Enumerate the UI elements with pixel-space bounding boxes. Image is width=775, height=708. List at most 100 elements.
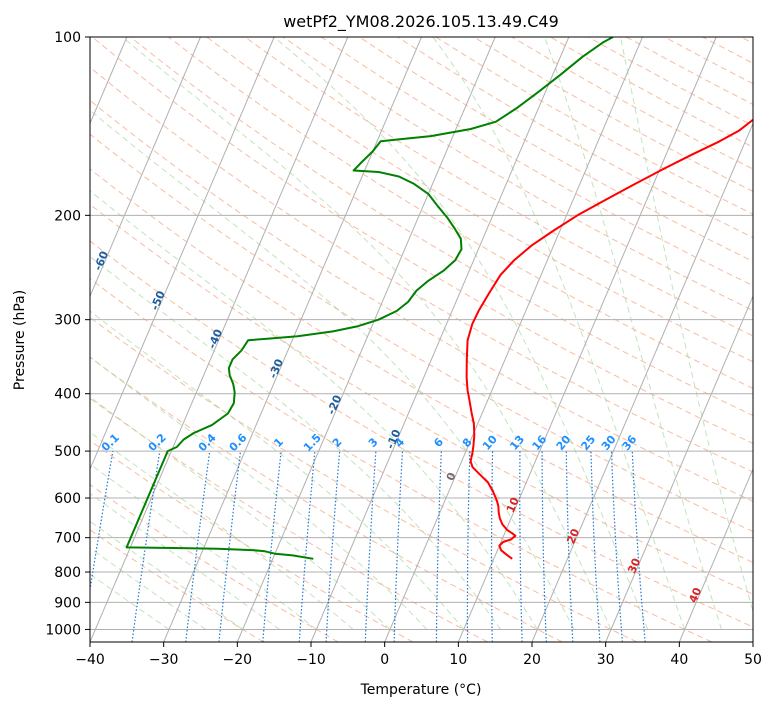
mixing-ratio-line — [466, 451, 471, 642]
mixing-ratio-line — [185, 451, 211, 642]
mixing-ratio-line — [435, 451, 442, 642]
isotherm-line — [384, 37, 643, 642]
x-tick-label: −40 — [75, 652, 105, 668]
isotherm-line — [678, 467, 753, 642]
moist-adiabat-line — [432, 37, 686, 630]
moist-adiabat-line — [90, 463, 317, 630]
moist-adiabat-line — [90, 310, 465, 630]
dry-adiabat-line — [91, 37, 753, 445]
mixing-ratio-line — [298, 451, 316, 642]
dry-adiabat-line — [90, 483, 339, 642]
dry-adiabat-line — [90, 99, 753, 502]
isotherm-line — [163, 37, 422, 642]
moist-adiabat-line — [620, 37, 753, 613]
dry-adiabat-line — [90, 397, 488, 642]
dry-adiabat-line — [664, 37, 753, 85]
mixing-ratio-label: 1 — [271, 435, 286, 450]
mixing-ratio-label: 20 — [554, 433, 574, 453]
dry-adiabat-line — [90, 356, 563, 642]
isotherm-pos-label: 20 — [564, 526, 582, 545]
mixing-ratio-line — [631, 451, 646, 642]
dry-adiabat-line — [90, 316, 638, 642]
x-tick-label: −10 — [296, 652, 326, 668]
y-tick-label: 200 — [54, 208, 81, 224]
moist-adiabat-line — [121, 37, 612, 630]
mixing-ratio-label: 25 — [578, 433, 598, 453]
isotherm-line — [752, 640, 753, 642]
dry-adiabat-line — [90, 278, 712, 642]
isotherm-pos-label: 10 — [504, 495, 522, 514]
x-axis-label: Temperature (°C) — [360, 682, 482, 698]
isotherm-line — [90, 37, 349, 642]
x-tick-label: 50 — [744, 652, 762, 668]
moist-adiabat-line — [90, 492, 280, 630]
mixing-ratio-line — [325, 451, 341, 642]
dry-adiabat-line — [206, 37, 753, 363]
dry-adiabat-line — [740, 37, 753, 44]
isotherm-line — [605, 295, 753, 642]
dry-adiabat-line — [130, 37, 753, 417]
y-tick-label: 1000 — [45, 622, 81, 638]
profile-series — [125, 37, 753, 560]
y-tick-label: 700 — [54, 531, 81, 547]
mixing-ratio-line — [364, 451, 377, 642]
y-tick-label: 900 — [54, 595, 81, 611]
dry-adiabat-line — [702, 37, 753, 64]
dry-adiabat-line — [511, 37, 753, 170]
x-tick-label: 0 — [380, 652, 389, 668]
moist-adiabat-line — [90, 547, 207, 630]
isotherm-line — [90, 37, 201, 298]
y-axis-ticks: 1000 900 800 700 600 500 400 300 200 100 — [45, 30, 90, 638]
temperature-profile-line — [465, 118, 753, 560]
isotherm-line — [90, 37, 275, 471]
x-tick-label: 20 — [523, 652, 541, 668]
dry-adiabat-line — [90, 240, 753, 628]
mixing-ratio-line — [541, 451, 547, 642]
mixing-ratio-line — [218, 451, 242, 642]
dry-adiabat-line — [90, 529, 264, 642]
y-tick-label: 100 — [54, 30, 81, 46]
mixing-ratio-line — [262, 451, 282, 642]
dry-adiabat-line — [90, 203, 753, 595]
isotherm-neg-label: -80 — [0, 157, 3, 181]
x-tick-label: −20 — [223, 652, 253, 668]
isotherm-pos-label: 40 — [686, 585, 704, 604]
line-annotations: 0.1 0.2 0.4 0.6 1 1.5 2 3 4 6 8 10 13 16 20 25 30 36-10-2… — [0, 157, 704, 605]
y-axis-label: Pressure (hPa) — [12, 290, 28, 390]
moist-adiabat-line — [90, 255, 501, 630]
y-tick-label: 400 — [54, 387, 81, 403]
plot-frame — [89, 36, 754, 643]
isotherm-line — [310, 37, 570, 642]
moist-adiabat-line — [90, 396, 391, 630]
dry-adiabat-line — [168, 37, 753, 389]
dewpoint-profile-line — [125, 37, 614, 560]
moist-adiabat-line — [90, 573, 170, 630]
mixing-ratio-line — [590, 451, 601, 642]
moist-adiabat-line — [90, 431, 354, 630]
y-tick-label: 800 — [54, 565, 81, 581]
isotherm-line — [236, 37, 496, 642]
y-tick-label: 600 — [54, 491, 81, 507]
y-tick-label: 300 — [54, 313, 81, 329]
dry-adiabat-line — [282, 37, 753, 312]
moist-adiabat-line — [544, 37, 722, 630]
x-tick-label: 30 — [597, 652, 615, 668]
mixing-ratio-line — [90, 450, 114, 594]
mixing-ratio-label: 6 — [431, 435, 446, 450]
dry-adiabat-line — [359, 37, 753, 263]
mixing-ratio-line — [490, 451, 494, 642]
moist-adiabat-line — [90, 356, 428, 630]
background-lines — [90, 37, 753, 642]
mixing-ratio-line — [519, 451, 523, 642]
mixing-ratio-label: 3 — [366, 436, 381, 450]
moist-adiabat-line — [273, 37, 649, 630]
isotherm-line — [531, 122, 753, 642]
mixing-ratio-label: 10 — [480, 432, 500, 452]
mixing-ratio-line — [393, 451, 404, 642]
x-axis-ticks: −40 −30 −20 −10 0 10 20 30 40 50 — [75, 642, 762, 668]
dry-adiabat-line — [244, 37, 753, 337]
mixing-ratio-label: 30 — [599, 433, 619, 453]
dry-adiabat-line — [90, 133, 753, 533]
x-tick-label: −30 — [149, 652, 179, 668]
y-tick-label: 500 — [54, 444, 81, 460]
